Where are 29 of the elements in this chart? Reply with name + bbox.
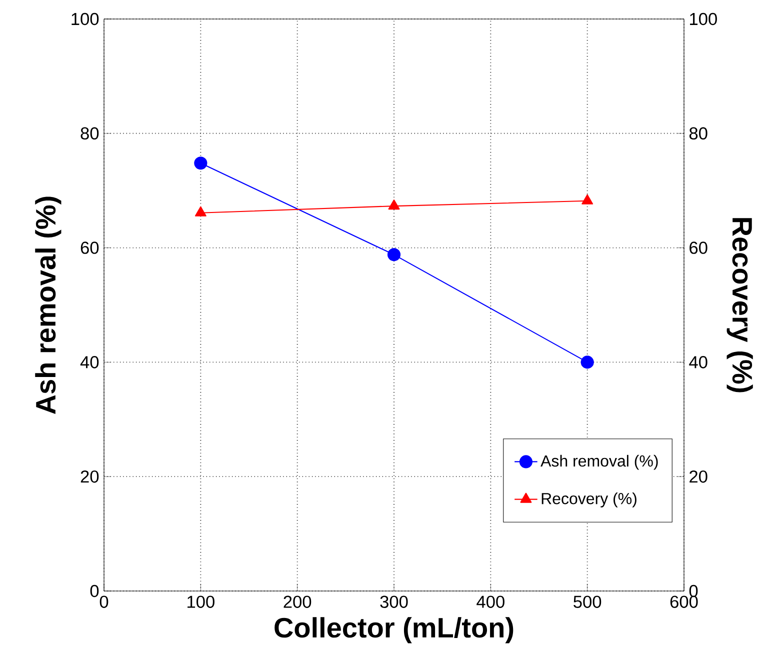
y2-tick-label: 40	[689, 356, 708, 368]
y-tick-label: 40	[80, 356, 99, 368]
y2-tick-label: 80	[689, 127, 708, 140]
y-tick-label: 80	[80, 127, 99, 140]
x-tick-label: 600	[670, 596, 698, 608]
x-tick-label: 0	[100, 596, 108, 608]
x-tick-label: 300	[380, 596, 408, 608]
y-tick-label: 20	[80, 470, 99, 483]
y-axis-title: Ash removal (%)	[35, 196, 62, 414]
y2-axis-title: Recovery (%)	[726, 218, 753, 392]
legend-label: Recovery (%)	[542, 492, 636, 508]
point	[388, 200, 400, 210]
y2-tick-label: 20	[690, 470, 708, 483]
x-axis-title: Collector (mL/ton)	[274, 617, 514, 644]
y2-tick-label: 60	[690, 242, 708, 254]
y2-tick-label: 100	[690, 12, 717, 26]
x-tick-label: 400	[476, 596, 504, 608]
point	[387, 248, 401, 262]
point	[582, 194, 594, 204]
x-tick-label: 200	[284, 596, 312, 608]
point	[194, 206, 206, 216]
y-tick-label: 60	[80, 242, 99, 254]
y-tick-label: 100	[72, 12, 99, 26]
x-tick-label: 500	[574, 596, 602, 608]
y-tick-label: 0	[90, 584, 99, 598]
x-tick-label: 100	[188, 596, 214, 608]
legend-label: Ash removal (%)	[540, 454, 658, 470]
point	[580, 356, 594, 369]
point	[194, 156, 208, 170]
